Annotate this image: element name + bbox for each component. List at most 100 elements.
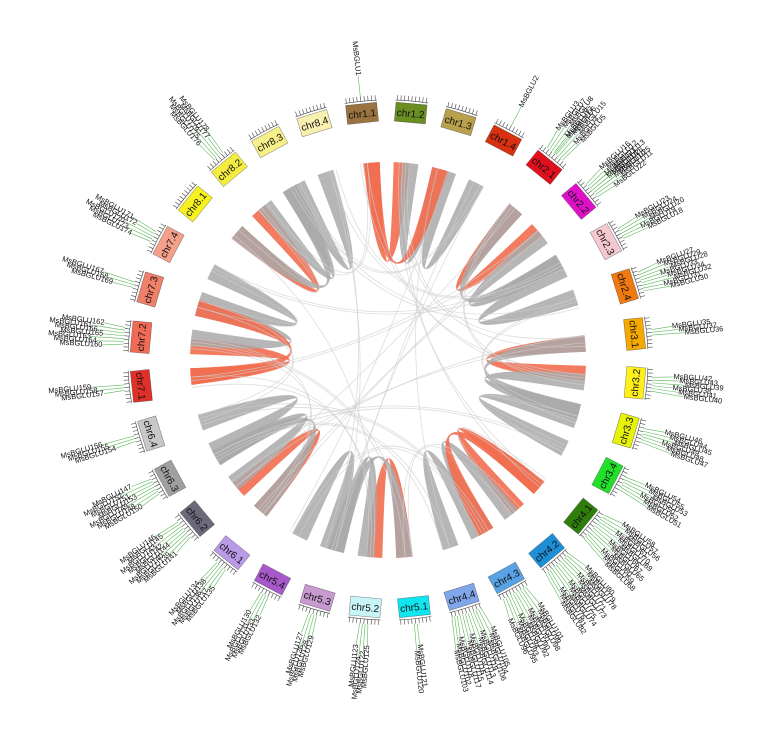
synteny-link xyxy=(190,341,413,557)
gene-label: MsBGLU164 xyxy=(54,333,97,345)
gene-leader-line xyxy=(643,430,670,438)
chromosome-label: chr3.2 xyxy=(630,368,644,397)
gene-leader-line xyxy=(362,623,366,651)
gene-leader-line xyxy=(97,329,125,334)
gene-leader-line xyxy=(454,616,459,644)
chromosome-segment xyxy=(308,144,341,174)
chromosome-chr4.4: chr4.4 xyxy=(443,582,480,611)
synteny-ribbon xyxy=(363,162,449,264)
gene-leader-line xyxy=(478,608,491,634)
gene-leader-line xyxy=(414,623,417,651)
chromosome-segment xyxy=(185,244,218,279)
chromosome-chr2.2: chr2.2 xyxy=(561,183,597,220)
gene-leader-line xyxy=(639,441,671,455)
gene-leader-line xyxy=(619,489,648,508)
gene-leader-line xyxy=(558,562,581,589)
gene-leader-line xyxy=(510,594,520,615)
gene-leader-line xyxy=(554,137,569,155)
gene-leader-line xyxy=(601,516,626,531)
gene-label: MsBGLU124 xyxy=(350,656,363,700)
gene-leader-line xyxy=(104,322,126,328)
collinear-links xyxy=(190,162,586,558)
gene-leader-line xyxy=(559,143,576,159)
chromosome-chr2.1: chr2.1 xyxy=(525,149,563,185)
gene-label-group: MsBGLU1 xyxy=(351,41,363,97)
synteny-link xyxy=(217,407,564,461)
gene-leader-line xyxy=(127,227,153,240)
gene-leader-line xyxy=(472,610,482,631)
gene-leader-line xyxy=(512,593,529,623)
gene-leader-line xyxy=(642,276,675,286)
chromosome-chr8.2: chr8.2 xyxy=(211,151,248,187)
chromosome-segment xyxy=(207,209,241,245)
gene-leader-line xyxy=(505,597,519,629)
gene-leader-line xyxy=(467,612,479,645)
gene-leader-line xyxy=(638,264,665,276)
synteny-link xyxy=(213,405,565,455)
gene-label-group: MsBGLU35 MsBGLU37 MsBGLU36 xyxy=(651,317,724,337)
synteny-link xyxy=(198,403,486,533)
gene-leader-line xyxy=(103,333,125,337)
chromosome-segment xyxy=(505,505,541,540)
chromosome-chr3.3: chr3.3 xyxy=(612,412,640,449)
gene-label-group: MsBGLU58 MsBGLU57 MsBGLU56 MsBGLU61 MsBG… xyxy=(583,514,662,593)
gene-leader-line xyxy=(301,613,312,646)
gene-leader-line xyxy=(131,233,152,242)
gene-leader-line xyxy=(199,144,215,161)
chromosome-label: chr7.2 xyxy=(136,323,150,352)
gene-label-group: MsBGLU154 MsBGLU155 MsBGLU156 xyxy=(60,435,136,465)
gene-leader-line xyxy=(553,566,571,589)
chromosome-label: chr1.1 xyxy=(348,108,377,122)
gene-leader-line xyxy=(587,534,603,551)
gene-leader-line xyxy=(462,614,470,641)
gene-label-group: MsBGLU169 MsBGLU168 MsBGLU167 xyxy=(61,254,135,288)
chromosome-chr6.2: chr6.2 xyxy=(179,500,215,537)
gene-leader-line xyxy=(589,531,614,556)
gene-leader-line xyxy=(122,481,153,496)
gene-label-group: MsBGLU27 MsBGLU29 MsBGLU28 MsBGLU33 MsBG… xyxy=(637,245,713,292)
gene-label-group: MsBGLU157 MsBGLU158 MsBGLU159 xyxy=(48,382,125,403)
gene-leader-line xyxy=(651,332,685,336)
gene-label: MsBGLU36 xyxy=(684,324,723,337)
synteny-link xyxy=(190,375,369,557)
synteny-ribbon xyxy=(484,335,586,421)
gene-leader-line xyxy=(162,532,188,556)
gene-leader-line xyxy=(640,273,661,281)
synteny-ribbon xyxy=(423,450,487,551)
gene-leader-line xyxy=(198,562,218,583)
synteny-link xyxy=(464,205,586,379)
gene-label: MsBGLU37 xyxy=(678,320,717,333)
gene-label-group: MsBGLU141 MsBGLU139 MsBGLU140 MsBGLU144 … xyxy=(118,521,191,586)
chromosome-segment xyxy=(166,325,191,355)
synteny-ribbon xyxy=(445,431,545,536)
gene-leader-line xyxy=(623,481,653,498)
gene-leader-line xyxy=(594,525,621,547)
gene-leader-line xyxy=(109,438,136,447)
synteny-link xyxy=(190,348,312,515)
gene-leader-line xyxy=(551,567,572,596)
gene-leader-line xyxy=(247,593,264,623)
gene-leader-line xyxy=(358,623,363,657)
gene-leader-line xyxy=(640,438,667,449)
chromosome-segment xyxy=(432,143,465,173)
synteny-link xyxy=(298,447,480,537)
gene-leader-line xyxy=(595,175,623,196)
synteny-link xyxy=(457,428,543,513)
gene-leader-line xyxy=(213,569,226,588)
synteny-link xyxy=(231,209,318,294)
gene-leader-line xyxy=(456,615,461,637)
chromosome-segment xyxy=(393,138,423,163)
gene-leader-line xyxy=(586,168,601,185)
chromosome-segment xyxy=(585,365,610,395)
gene-leader-line xyxy=(306,614,315,641)
gene-leader-line xyxy=(643,428,665,433)
gene-leader-line xyxy=(553,136,567,154)
synteny-link xyxy=(402,444,521,558)
chromosome-segment xyxy=(533,207,568,243)
gene-leader-line xyxy=(568,553,587,567)
chromosome-segment xyxy=(272,530,307,563)
chromosome-segment xyxy=(353,557,383,582)
chromosome-segment xyxy=(472,529,506,562)
gene-label: MsBGLU165 xyxy=(60,325,104,338)
chromosome-chr7.3: chr7.3 xyxy=(136,271,164,308)
